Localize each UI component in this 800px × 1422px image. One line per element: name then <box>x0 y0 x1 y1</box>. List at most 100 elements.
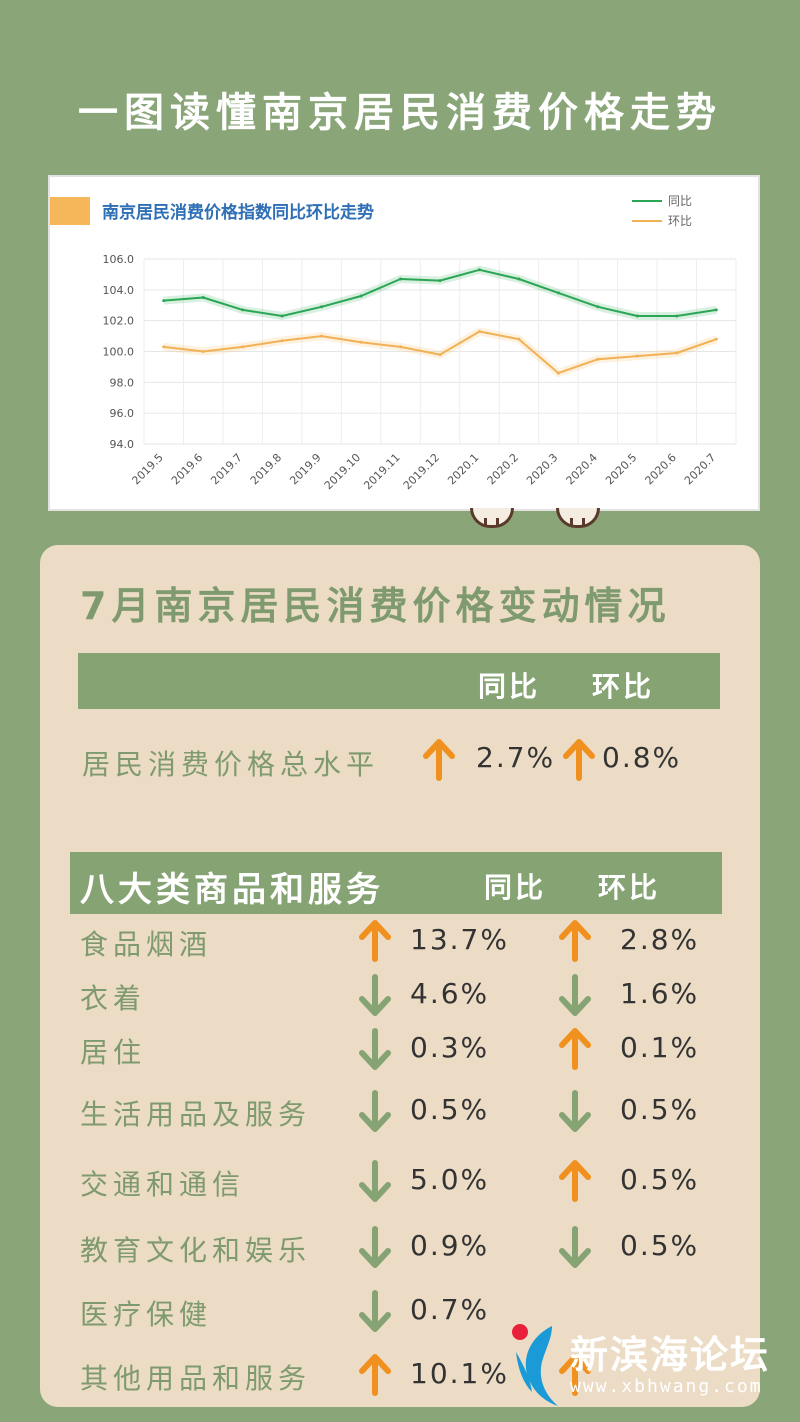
series-0-point <box>399 277 403 281</box>
series-1-point <box>201 350 205 353</box>
y-tick-label: 96.0 <box>110 407 135 420</box>
series-1-point <box>675 351 679 355</box>
y-tick-label: 98.0 <box>110 376 135 389</box>
overall-label: 居民消费价格总水平 <box>82 748 380 781</box>
category-label: 交通和通信 <box>80 1168 246 1201</box>
series-glow-0 <box>163 265 717 320</box>
category-header: 八大类商品和服务 <box>80 870 384 910</box>
x-tick-label: 2020.4 <box>564 451 600 487</box>
x-tick-label: 2020.2 <box>485 451 521 487</box>
category-yoy-value: 13.7% <box>410 923 509 956</box>
category-yoy-arrow-icon <box>359 1160 391 1202</box>
series-glow-1 <box>163 327 718 378</box>
category-yoy-value: 10.1% <box>410 1357 509 1390</box>
series-0-point <box>280 314 284 318</box>
category-yoy-value: 5.0% <box>410 1163 490 1196</box>
bunny-paw-right <box>556 508 600 528</box>
series-1-point <box>438 353 442 357</box>
x-tick-label: 2020.7 <box>682 451 718 487</box>
series-0-point <box>675 314 679 318</box>
category-mom-arrow-icon <box>559 1354 591 1396</box>
category-yoy-value: 0.9% <box>410 1229 490 1262</box>
x-tick-label: 2020.3 <box>524 451 560 487</box>
overall-mom-value: 0.8% <box>602 741 682 774</box>
x-tick-label: 2020.6 <box>643 451 679 487</box>
series-0-point <box>162 299 166 303</box>
watermark-url: www.xbhwang.com <box>570 1376 763 1397</box>
chart-title: 南京居民消费价格指数同比环比走势 <box>102 202 374 223</box>
series-0-point <box>241 308 245 312</box>
category-header-yoy: 同比 <box>484 871 547 904</box>
category-yoy-arrow-icon <box>359 1226 391 1268</box>
series-0-point <box>201 296 205 300</box>
y-tick-label: 106.0 <box>103 253 135 266</box>
series-1-point <box>399 345 403 349</box>
series-0-point <box>320 305 324 309</box>
y-tick-label: 100.0 <box>103 346 135 359</box>
category-yoy-arrow-icon <box>359 1354 391 1396</box>
y-tick-label: 94.0 <box>110 438 135 451</box>
y-tick-label: 102.0 <box>103 315 135 328</box>
watermark-logo-icon <box>512 1324 558 1406</box>
series-1-point <box>596 357 600 361</box>
x-tick-label: 2019.5 <box>129 451 165 487</box>
series-0-point <box>714 308 718 312</box>
series-0-point <box>359 294 363 298</box>
watermark: 新滨海论坛 www.xbhwang.com <box>508 1318 790 1408</box>
header-yoy: 同比 <box>478 670 541 703</box>
series-1-point <box>241 345 245 349</box>
series-1-point <box>359 340 363 344</box>
category-yoy-arrow-icon <box>359 1290 391 1332</box>
title-accent-bar <box>50 197 90 225</box>
category-label: 生活用品及服务 <box>80 1098 312 1131</box>
series-1-point <box>517 337 521 341</box>
category-label: 医疗保健 <box>80 1298 213 1331</box>
x-tick-label: 2019.7 <box>208 451 244 487</box>
line-chart: 南京居民消费价格指数同比环比走势 同比环比 106.0 104.0 102.0 100.0… <box>50 194 737 492</box>
category-yoy-value: 4.6% <box>410 977 490 1010</box>
category-mom-arrow-icon <box>559 920 591 962</box>
series-0-point <box>596 305 600 309</box>
x-tick-label: 2019.10 <box>322 451 363 492</box>
series-0-point <box>635 314 639 318</box>
category-mom-arrow-icon <box>559 974 591 1016</box>
overall-yoy-arrow-icon <box>423 739 455 781</box>
category-mom-value: 0.1% <box>620 1031 700 1064</box>
overall-mom-arrow-icon <box>563 739 595 781</box>
series-0-point <box>556 291 560 295</box>
category-label: 其他用品和服务 <box>80 1362 312 1395</box>
series-1-point <box>280 339 284 343</box>
category-header-mom: 环比 <box>598 871 661 904</box>
x-tick-label: 2019.12 <box>401 451 442 492</box>
category-mom-arrow-icon <box>559 1160 591 1202</box>
x-tick-label: 2019.9 <box>287 451 323 487</box>
series-1-point <box>320 334 324 338</box>
category-mom-arrow-icon <box>559 1226 591 1268</box>
category-yoy-value: 0.7% <box>410 1293 490 1326</box>
series-1-point <box>635 354 639 358</box>
y-tick-label: 104.0 <box>103 284 135 297</box>
series-0-point <box>517 277 521 281</box>
category-yoy-arrow-icon <box>359 1090 391 1132</box>
price-change-panel: 7月南京居民消费价格变动情况 同比 环比 居民消费价格总水平 2.7% 0.8%… <box>40 545 760 1407</box>
x-tick-label: 2019.6 <box>169 451 205 487</box>
x-tick-label: 2019.8 <box>248 451 284 487</box>
series-1-point <box>477 329 481 333</box>
x-tick-label: 2020.1 <box>445 451 481 487</box>
page-title: 一图读懂南京居民消费价格走势 <box>78 90 722 136</box>
category-yoy-value: 0.3% <box>410 1031 490 1064</box>
legend-label-0: 同比 <box>668 194 692 208</box>
category-mom-value: 1.6% <box>620 977 700 1010</box>
series-0-point <box>477 268 481 272</box>
series-1-point <box>556 371 560 375</box>
watermark-name: 新滨海论坛 <box>570 1333 771 1377</box>
header-mom: 环比 <box>592 670 655 703</box>
category-label: 教育文化和娱乐 <box>80 1234 312 1267</box>
series-0-point <box>438 279 442 283</box>
x-tick-label: 2019.11 <box>361 451 402 492</box>
category-header-bar: 八大类商品和服务 同比 环比 <box>70 852 722 914</box>
category-mom-arrow-icon <box>559 1028 591 1070</box>
category-mom-arrow-icon <box>559 1090 591 1132</box>
category-yoy-arrow-icon <box>359 920 391 962</box>
panel-title: 7月南京居民消费价格变动情况 <box>80 584 671 628</box>
